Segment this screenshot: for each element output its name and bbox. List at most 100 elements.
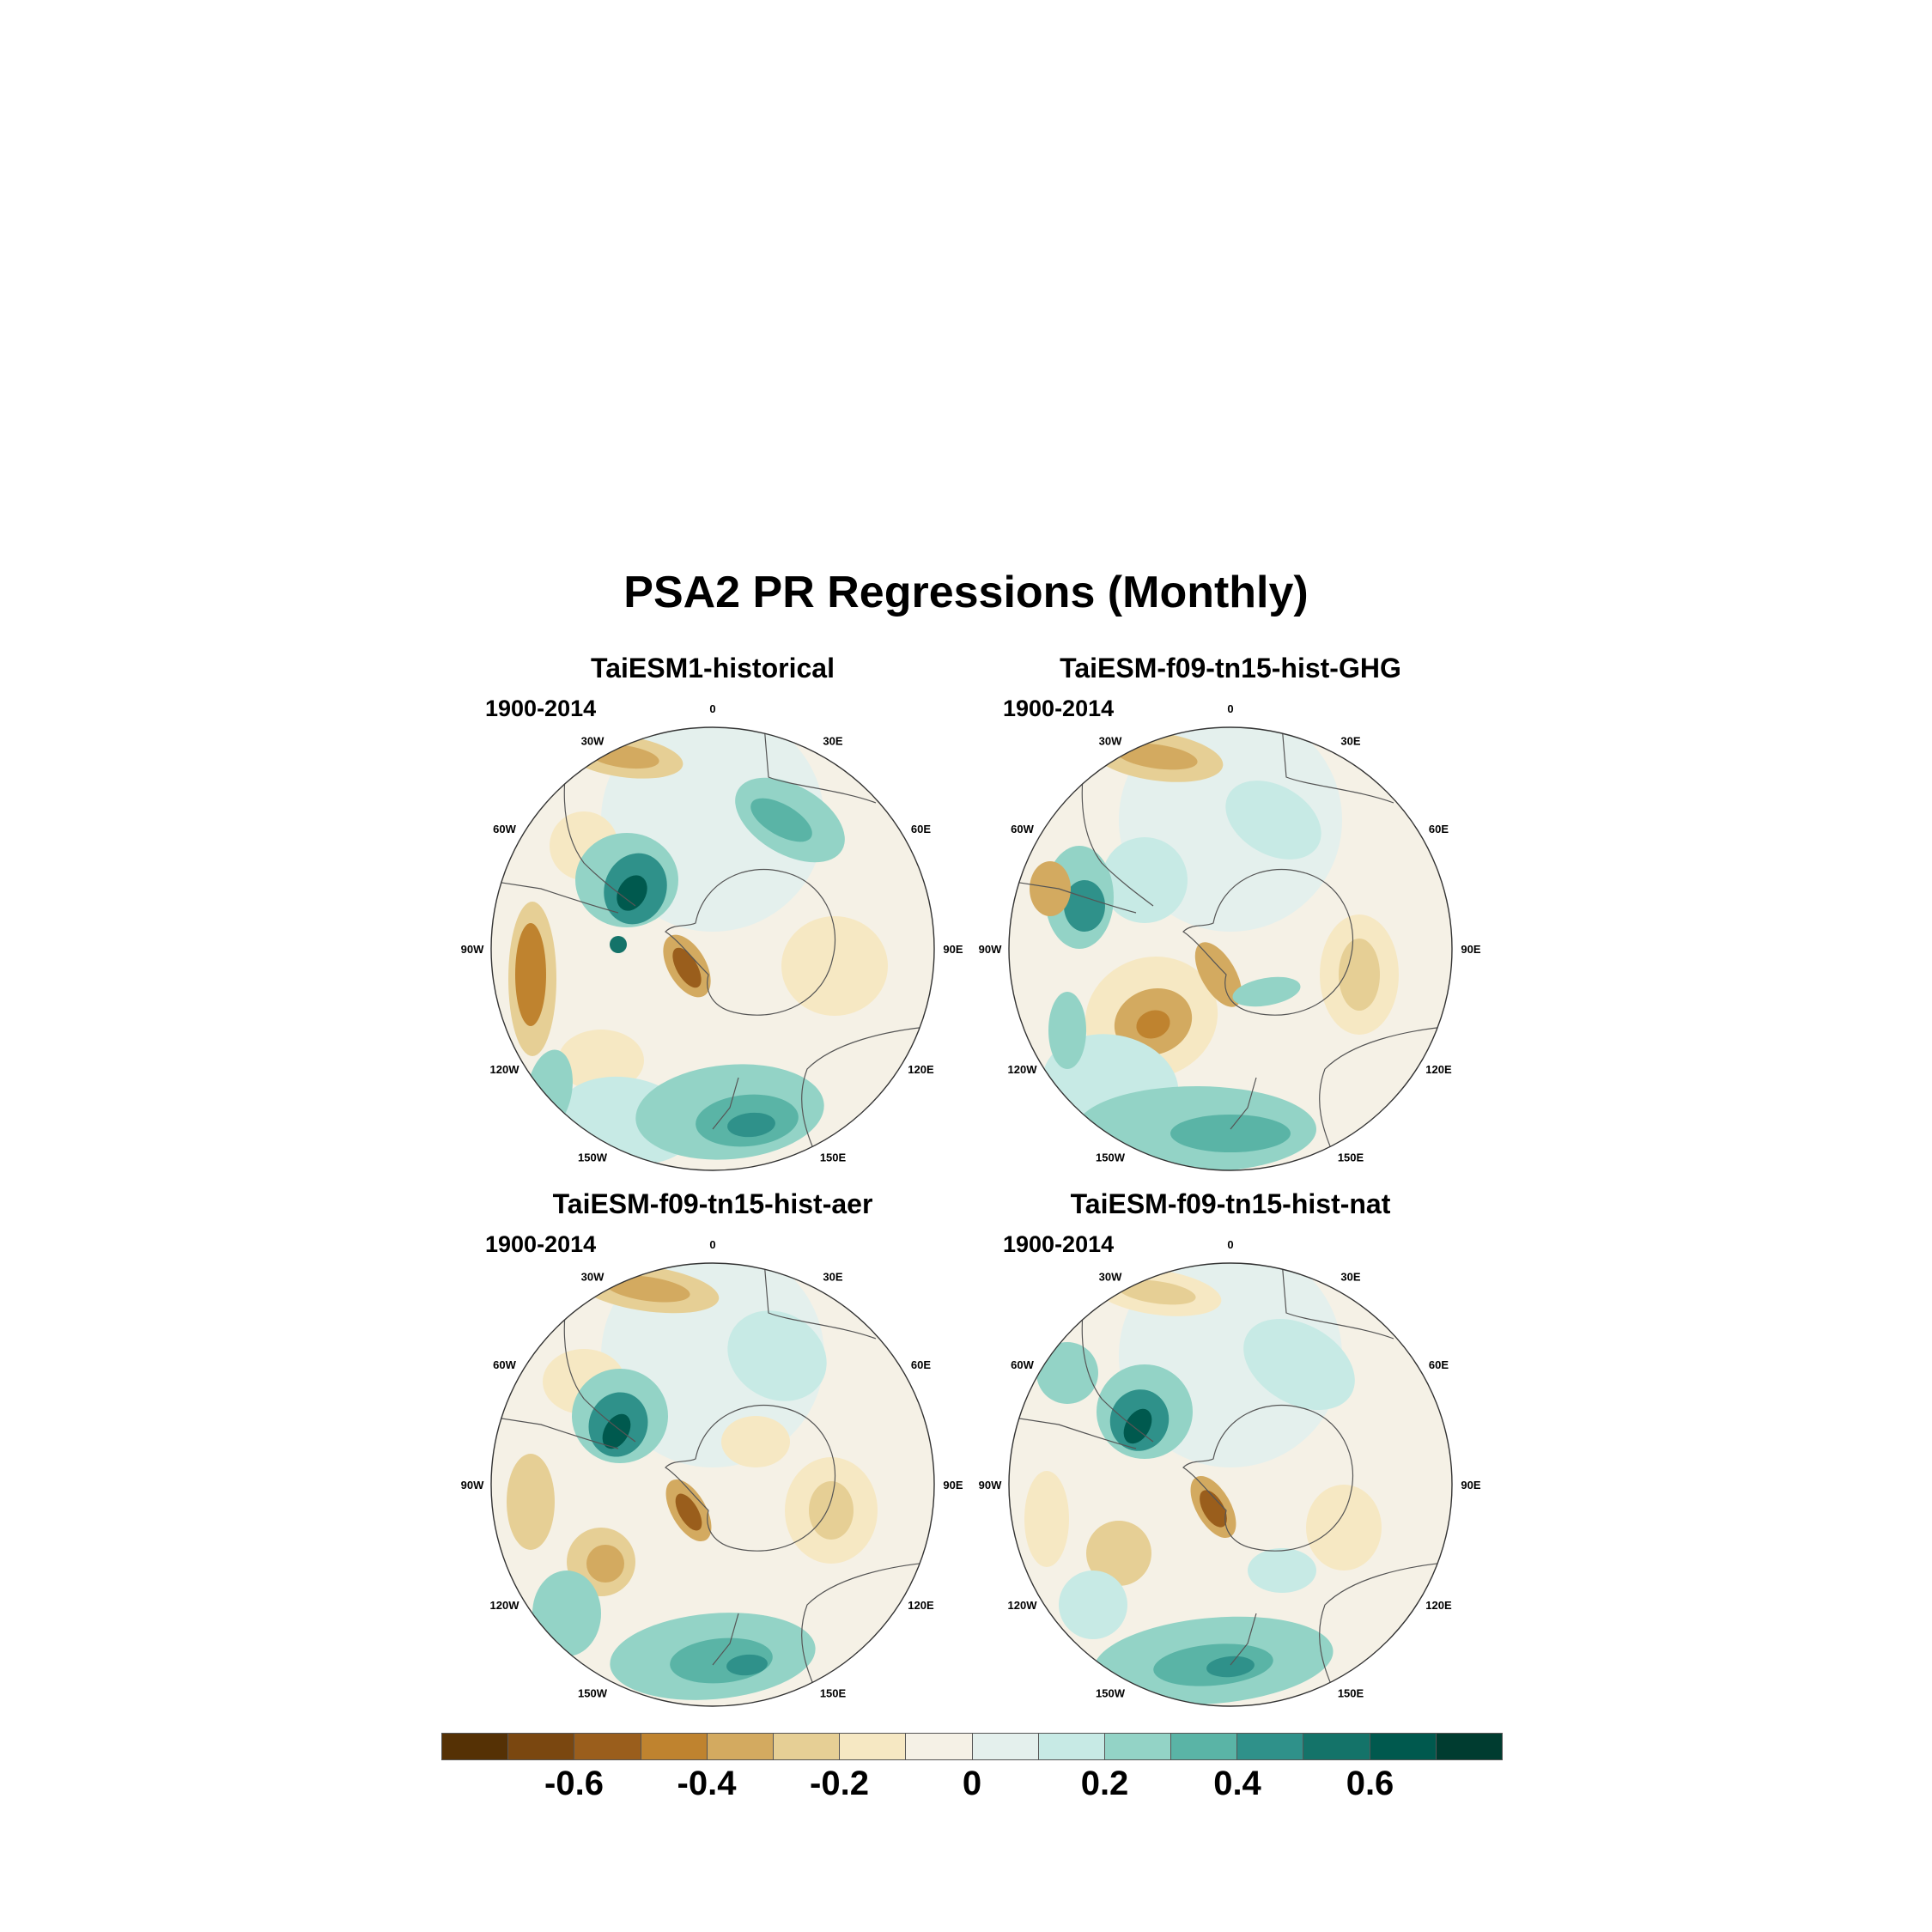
longitude-label: 30E <box>823 1271 842 1284</box>
contour-region <box>1036 1342 1098 1404</box>
colorbar-swatch <box>641 1734 708 1759</box>
longitude-label: 180 <box>1221 1719 1240 1721</box>
polar-map: 0 30E 60E 90E 120E 150E 180 150W 120W 90W 60W 30W <box>979 702 1481 1185</box>
longitude-label: 150E <box>820 1151 847 1163</box>
colorbar-labels: -0.6 -0.4 -0.2 0 0.2 0.4 0.6 <box>441 1765 1503 1807</box>
longitude-label: 150E <box>1338 1151 1364 1163</box>
map-border <box>490 1262 935 1707</box>
longitude-label: 180 <box>703 1183 722 1185</box>
longitude-label: 90E <box>943 943 963 956</box>
map-border <box>1008 1262 1453 1707</box>
colorbar-swatch <box>773 1734 841 1759</box>
antarctica-coastline <box>1182 1404 1354 1552</box>
africa-coastline <box>1281 1263 1394 1340</box>
colorbar-tick-label: 0.2 <box>1080 1765 1129 1802</box>
longitude-label: 90E <box>1461 943 1480 956</box>
contour-region <box>750 798 812 842</box>
contour-region <box>532 1571 601 1656</box>
colorbar-tick-label: -0.6 <box>544 1765 604 1802</box>
longitude-label: 60E <box>911 823 931 835</box>
longitude-label: 120E <box>908 1599 934 1612</box>
contour-region <box>1200 1490 1227 1528</box>
panel-title: TaiESM-f09-tn15-hist-aer <box>552 1188 873 1219</box>
contour-region <box>727 1112 775 1138</box>
contour-region <box>721 1416 790 1467</box>
africa-coastline <box>763 727 877 804</box>
contour-region <box>1136 1010 1170 1039</box>
colorbar-tick-label: 0 <box>962 1765 982 1802</box>
colorbar-swatch <box>1237 1734 1304 1759</box>
colorbar-swatch <box>1038 1734 1105 1759</box>
antarctica-coastline <box>1182 868 1354 1016</box>
colorbar-swatch <box>906 1734 973 1759</box>
longitude-label: 60E <box>911 1358 931 1371</box>
contour-region <box>1306 1485 1382 1571</box>
colorbar-swatch <box>1303 1734 1370 1759</box>
contour-region <box>809 1481 854 1540</box>
longitude-label: 30W <box>1099 1271 1122 1284</box>
colorbar-swatch <box>574 1734 641 1759</box>
colorbar-swatch <box>840 1734 907 1759</box>
africa-coastline <box>763 1263 877 1340</box>
map-panel: 0 30E 60E 90E 120E 150E 180 150W 120W 90W 60W 30W T… <box>973 1188 1488 1721</box>
contour-region <box>617 875 647 911</box>
longitude-label: 30E <box>1340 735 1360 748</box>
new-zealand-coastline <box>712 1613 739 1666</box>
map-panel: 0 30E 60E 90E 120E 150E 180 150W 120W 90W 60W 30W T… <box>973 653 1488 1185</box>
antarctica-coastline <box>665 1404 836 1552</box>
contour-region <box>672 947 702 988</box>
contour-region <box>507 1454 555 1550</box>
map-panel: 0 30E 60E 90E 120E 150E 180 150W 120W 90W 60W 30W T… <box>455 1188 970 1721</box>
colorbar-swatch <box>1436 1734 1502 1759</box>
colorbar-tick-label: -0.4 <box>677 1765 737 1802</box>
contour-region <box>727 1310 827 1401</box>
colorbar-swatch <box>508 1734 575 1759</box>
map-panel: 0 30E 60E 90E 120E 150E 180 150W 120W 90W 60W 30W T… <box>455 653 970 1185</box>
longitude-label: 90E <box>943 1479 963 1492</box>
longitude-label: 0 <box>1227 1238 1233 1251</box>
south-america-coastline <box>491 879 619 914</box>
new-zealand-coastline <box>1230 1077 1257 1130</box>
longitude-label: 60W <box>1011 823 1034 835</box>
contour-region <box>558 1030 644 1091</box>
australia-coastline <box>801 1025 934 1156</box>
contour-region <box>1232 976 1301 1007</box>
contour-region <box>586 1545 624 1583</box>
colorbar <box>441 1733 1503 1760</box>
longitude-label: 60W <box>493 1358 516 1371</box>
longitude-label: 90E <box>1461 1479 1480 1492</box>
colorbar-swatch <box>1104 1734 1172 1759</box>
longitude-label: 0 <box>709 1238 715 1251</box>
polar-map: 0 30E 60E 90E 120E 150E 180 150W 120W 90W 60W 30W <box>461 1238 963 1721</box>
polar-map: 0 30E 60E 90E 120E 150E 180 150W 120W 90W 60W 30W <box>461 702 963 1185</box>
south-america-coastline <box>1009 1415 1137 1449</box>
longitude-label: 30W <box>581 735 605 748</box>
longitude-label: 30W <box>581 1271 605 1284</box>
longitude-label: 0 <box>709 702 715 715</box>
south-america-coastline <box>1009 879 1137 914</box>
contour-region <box>1059 1571 1127 1639</box>
map-border <box>1008 726 1453 1171</box>
longitude-label: 120E <box>1425 1599 1452 1612</box>
contour-region <box>610 936 627 953</box>
longitude-label: 30E <box>1340 1271 1360 1284</box>
contour-region <box>781 916 888 1016</box>
longitude-label: 60E <box>1429 823 1449 835</box>
longitude-label: 150W <box>578 1686 608 1699</box>
contour-region <box>1339 939 1380 1011</box>
antarctica-coastline <box>665 868 836 1016</box>
panel-title: TaiESM-f09-tn15-hist-nat <box>1070 1188 1391 1219</box>
contour-region <box>1086 1521 1151 1586</box>
longitude-label: 90W <box>979 943 1002 956</box>
contour-region <box>1115 743 1198 770</box>
colorbar-swatch <box>1171 1734 1238 1759</box>
contour-region <box>1170 1115 1291 1152</box>
contour-region <box>1225 781 1321 860</box>
panel-title: TaiESM-f09-tn15-hist-GHG <box>1060 653 1401 683</box>
colorbar-swatch <box>442 1734 509 1759</box>
australia-coastline <box>1319 1561 1452 1692</box>
south-america-coastline <box>491 1415 619 1449</box>
contour-region <box>1243 1318 1355 1411</box>
page-title: PSA2 PR Regressions (Monthly) <box>623 568 1309 617</box>
longitude-label: 120E <box>908 1063 934 1076</box>
